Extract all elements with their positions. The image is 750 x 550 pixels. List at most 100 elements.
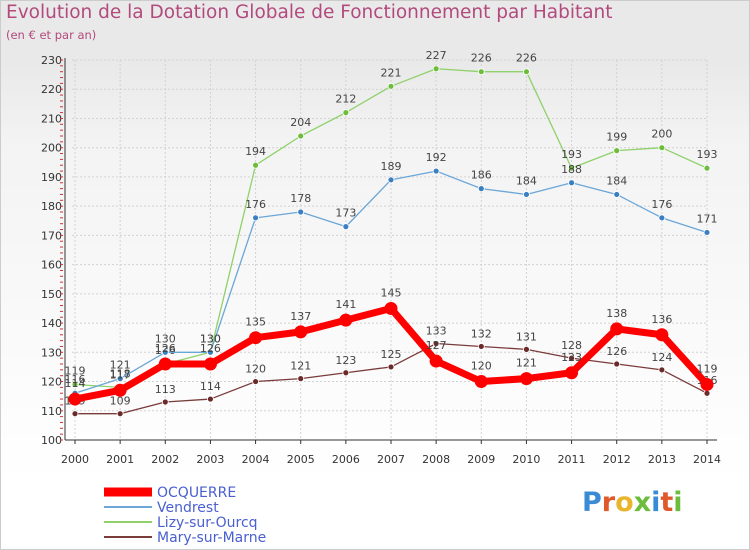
logo-letter: i <box>673 487 683 518</box>
data-label: 138 <box>606 307 627 320</box>
data-label: 114 <box>65 377 86 390</box>
data-point <box>297 208 305 216</box>
logo-letter: o <box>615 487 634 518</box>
data-point <box>342 223 350 231</box>
data-point <box>474 375 488 389</box>
x-tick-label: 2007 <box>377 453 405 466</box>
data-label: 212 <box>335 93 356 106</box>
data-label: 178 <box>290 192 311 205</box>
data-point <box>568 179 575 187</box>
data-label: 128 <box>561 339 582 352</box>
x-tick-label: 2008 <box>422 453 450 466</box>
data-point <box>113 383 127 397</box>
data-label: 125 <box>381 348 402 361</box>
data-label: 114 <box>200 380 221 393</box>
data-point <box>613 147 621 155</box>
data-point <box>610 322 624 336</box>
data-label: 118 <box>110 367 131 380</box>
data-label: 119 <box>65 364 86 377</box>
y-tick-label: 160 <box>41 259 62 272</box>
data-point <box>342 109 350 117</box>
x-tick-label: 2013 <box>648 453 676 466</box>
data-label: 200 <box>651 128 672 141</box>
data-label: 124 <box>651 351 672 364</box>
data-label: 176 <box>245 198 266 211</box>
logo-letter: P <box>582 487 602 518</box>
data-point <box>703 164 711 172</box>
data-point <box>658 214 666 222</box>
y-tick-label: 150 <box>41 288 62 301</box>
data-point <box>523 345 530 353</box>
data-point <box>523 191 530 198</box>
data-label: 126 <box>200 342 221 355</box>
data-label: 121 <box>110 359 131 372</box>
data-label: 116 <box>65 373 86 386</box>
data-point <box>658 366 666 374</box>
data-point <box>252 161 259 169</box>
data-point <box>68 392 82 406</box>
y-tick-label: 120 <box>41 376 62 389</box>
y-tick-label: 210 <box>41 112 62 125</box>
data-label: 127 <box>426 339 447 352</box>
data-point <box>207 395 214 403</box>
y-tick-label: 220 <box>41 83 62 96</box>
data-label: 145 <box>381 286 402 299</box>
logo-letter: r <box>601 487 616 518</box>
data-point <box>207 348 214 356</box>
data-point <box>203 357 217 371</box>
data-point <box>523 68 530 76</box>
data-label: 226 <box>471 52 492 65</box>
data-label: 126 <box>606 345 627 358</box>
data-label: 132 <box>471 327 492 340</box>
data-point <box>565 366 579 380</box>
x-tick-label: 2014 <box>693 453 721 466</box>
data-label: 123 <box>561 351 582 364</box>
data-point <box>161 348 169 356</box>
data-label: 123 <box>335 354 356 367</box>
data-point <box>342 369 350 377</box>
data-point <box>432 340 440 347</box>
data-label: 133 <box>426 325 447 338</box>
x-tick-label: 2002 <box>151 453 179 466</box>
data-label: 120 <box>245 363 266 376</box>
data-label: 126 <box>155 342 176 355</box>
data-label: 221 <box>381 66 402 79</box>
data-point <box>613 191 621 198</box>
series-vendrest: 116 121 130 130 176 178 173 189 192 186 184 188 184 1… <box>65 151 718 397</box>
data-label: 113 <box>155 383 176 396</box>
legend-label: Lizy-sur-Ourcq <box>157 515 258 531</box>
data-label: 121 <box>290 360 311 373</box>
data-point <box>477 185 485 193</box>
data-label: 227 <box>426 49 447 62</box>
data-point <box>71 410 79 418</box>
data-label: 119 <box>697 362 718 375</box>
data-point <box>477 68 485 76</box>
data-point <box>613 360 621 368</box>
data-label: 194 <box>245 145 266 158</box>
data-point <box>432 65 440 73</box>
data-point <box>161 398 169 406</box>
data-point <box>297 132 305 140</box>
data-label: 141 <box>335 298 356 311</box>
data-label: 121 <box>516 357 537 370</box>
data-label: 117 <box>110 368 131 381</box>
data-label: 135 <box>245 316 266 329</box>
logo-letter: i <box>651 487 661 518</box>
data-label: 173 <box>335 207 356 220</box>
data-point <box>252 214 259 222</box>
data-label: 184 <box>516 174 537 187</box>
y-tick-label: 170 <box>41 229 62 242</box>
data-point <box>249 331 263 345</box>
data-point <box>655 328 669 342</box>
proxiti-logo: ProxitiProxiti <box>582 487 683 518</box>
legend-label: Vendrest <box>157 500 219 516</box>
x-tick-label: 2011 <box>558 453 586 466</box>
x-tick-label: 2009 <box>467 453 495 466</box>
data-point <box>700 377 714 391</box>
data-label: 109 <box>110 395 131 408</box>
y-tick-label: 190 <box>41 171 62 184</box>
data-point <box>387 176 395 184</box>
data-point <box>432 167 440 175</box>
chart-subtitle: (en € et par an) <box>6 28 97 42</box>
data-label: 130 <box>200 332 221 345</box>
